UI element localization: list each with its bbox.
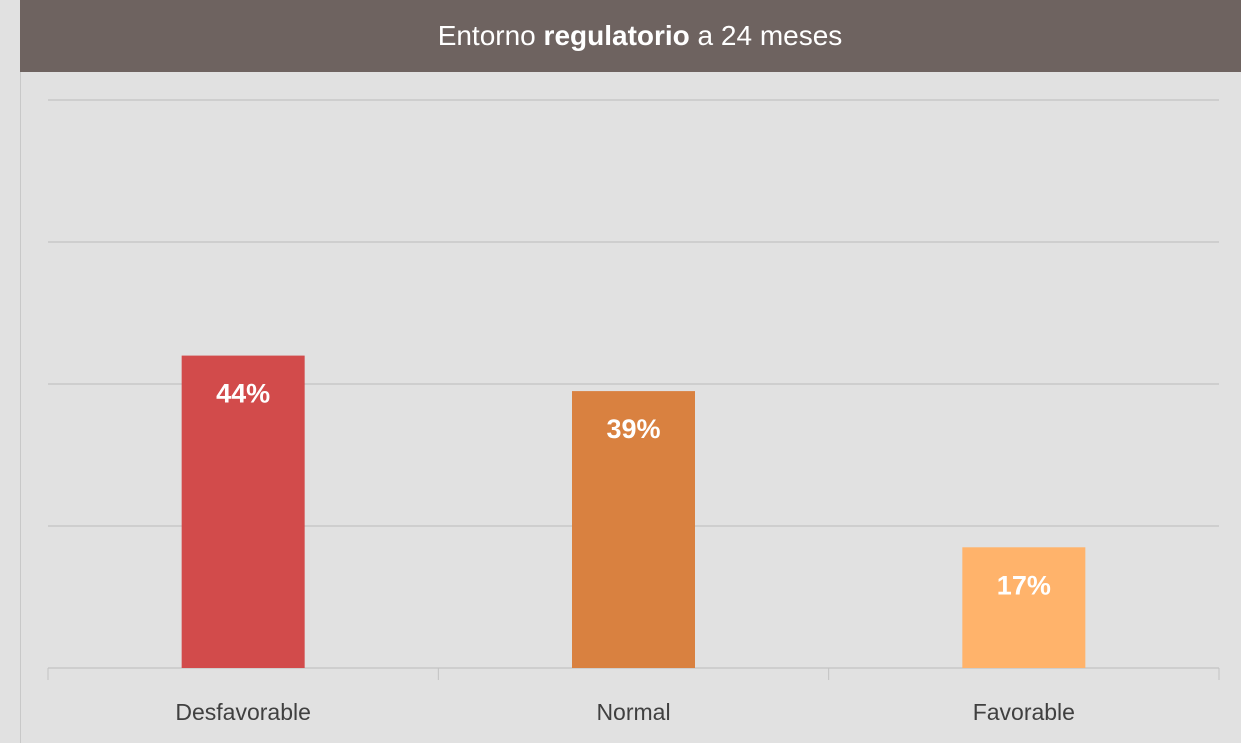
title-part: Entorno bbox=[438, 20, 544, 51]
title-part: a 24 meses bbox=[690, 20, 843, 51]
value-label: 44% bbox=[216, 379, 270, 409]
bar bbox=[962, 547, 1086, 668]
chart-title: Entorno regulatorio a 24 meses bbox=[438, 20, 843, 51]
bar bbox=[181, 355, 305, 668]
x-tick-label: Favorable bbox=[973, 699, 1075, 725]
title-bar bbox=[20, 0, 1241, 72]
x-tick-label: Desfavorable bbox=[175, 699, 311, 725]
value-label: 17% bbox=[997, 570, 1051, 600]
bar bbox=[572, 391, 695, 668]
x-tick-label: Normal bbox=[596, 699, 670, 725]
value-label: 39% bbox=[606, 414, 660, 444]
title-emphasis: regulatorio bbox=[544, 20, 690, 51]
